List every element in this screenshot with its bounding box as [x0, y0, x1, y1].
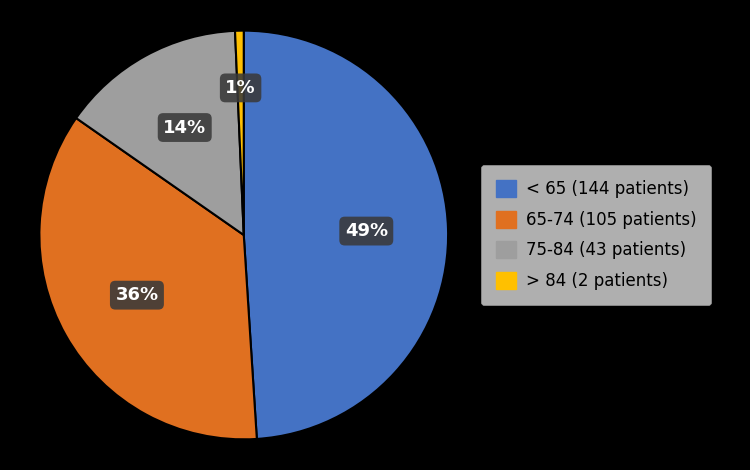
Text: 1%: 1% [225, 79, 256, 97]
Text: 14%: 14% [164, 118, 206, 136]
Wedge shape [76, 31, 244, 235]
Legend: < 65 (144 patients), 65-74 (105 patients), 75-84 (43 patients), > 84 (2 patients: < 65 (144 patients), 65-74 (105 patients… [481, 165, 712, 305]
Text: 49%: 49% [345, 222, 388, 240]
Wedge shape [40, 118, 256, 439]
Wedge shape [244, 31, 448, 439]
Wedge shape [235, 31, 244, 235]
Text: 36%: 36% [116, 286, 158, 304]
